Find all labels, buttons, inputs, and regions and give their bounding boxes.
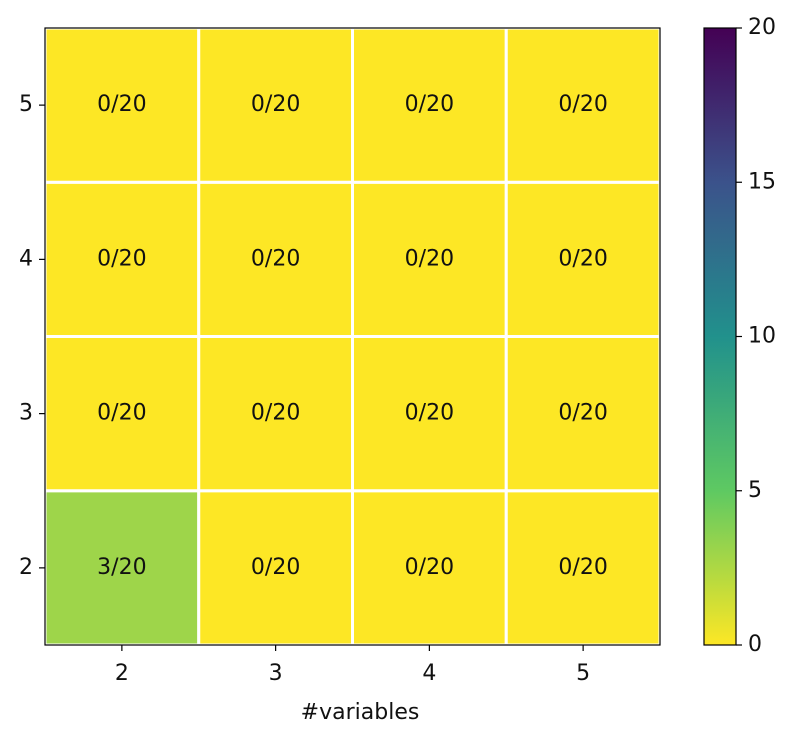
colorbar-tick-label: 10	[748, 324, 776, 349]
colorbar-tick-label: 15	[748, 169, 776, 194]
cell-label: 3/20	[97, 555, 146, 580]
heatmap-cell	[504, 180, 662, 338]
x-tick-label: 3	[269, 661, 283, 686]
cell-label: 0/20	[405, 555, 454, 580]
cell-label: 0/20	[558, 401, 607, 426]
cell-label: 0/20	[251, 246, 300, 271]
y-tick-label: 2	[19, 555, 33, 580]
colorbar-tick-label: 5	[748, 478, 762, 503]
heatmap-cell	[43, 335, 201, 493]
x-tick-label: 2	[115, 661, 129, 686]
heatmap-cell	[197, 489, 354, 647]
heatmap-cell	[43, 489, 201, 647]
heatmap-cell	[351, 335, 508, 493]
colorbar-tick-label: 0	[748, 632, 762, 657]
x-tick-label: 5	[576, 661, 590, 686]
cell-label: 0/20	[251, 555, 300, 580]
heatmap-cell	[504, 26, 662, 184]
cell-label: 0/20	[97, 401, 146, 426]
cell-label: 0/20	[558, 555, 607, 580]
cell-label: 0/20	[97, 92, 146, 117]
cell-label: 0/20	[558, 246, 607, 271]
heatmap-cell	[197, 335, 354, 493]
y-tick-label: 3	[19, 401, 33, 426]
heatmap-cell	[197, 180, 354, 338]
y-tick-label: 4	[19, 246, 33, 271]
heatmap-cell	[43, 26, 201, 184]
cell-label: 0/20	[405, 401, 454, 426]
cell-label: 0/20	[405, 246, 454, 271]
x-tick-label: 4	[422, 661, 436, 686]
cell-label: 0/20	[558, 92, 607, 117]
cell-label: 0/20	[405, 92, 454, 117]
cell-label: 0/20	[97, 246, 146, 271]
y-tick-label: 5	[19, 92, 33, 117]
heatmap-cell	[504, 335, 662, 493]
x-axis-label: #variables	[301, 700, 420, 725]
cell-label: 0/20	[251, 92, 300, 117]
cell-label: 0/20	[251, 401, 300, 426]
colorbar-tick-label: 20	[748, 15, 776, 40]
colorbar	[703, 27, 737, 646]
